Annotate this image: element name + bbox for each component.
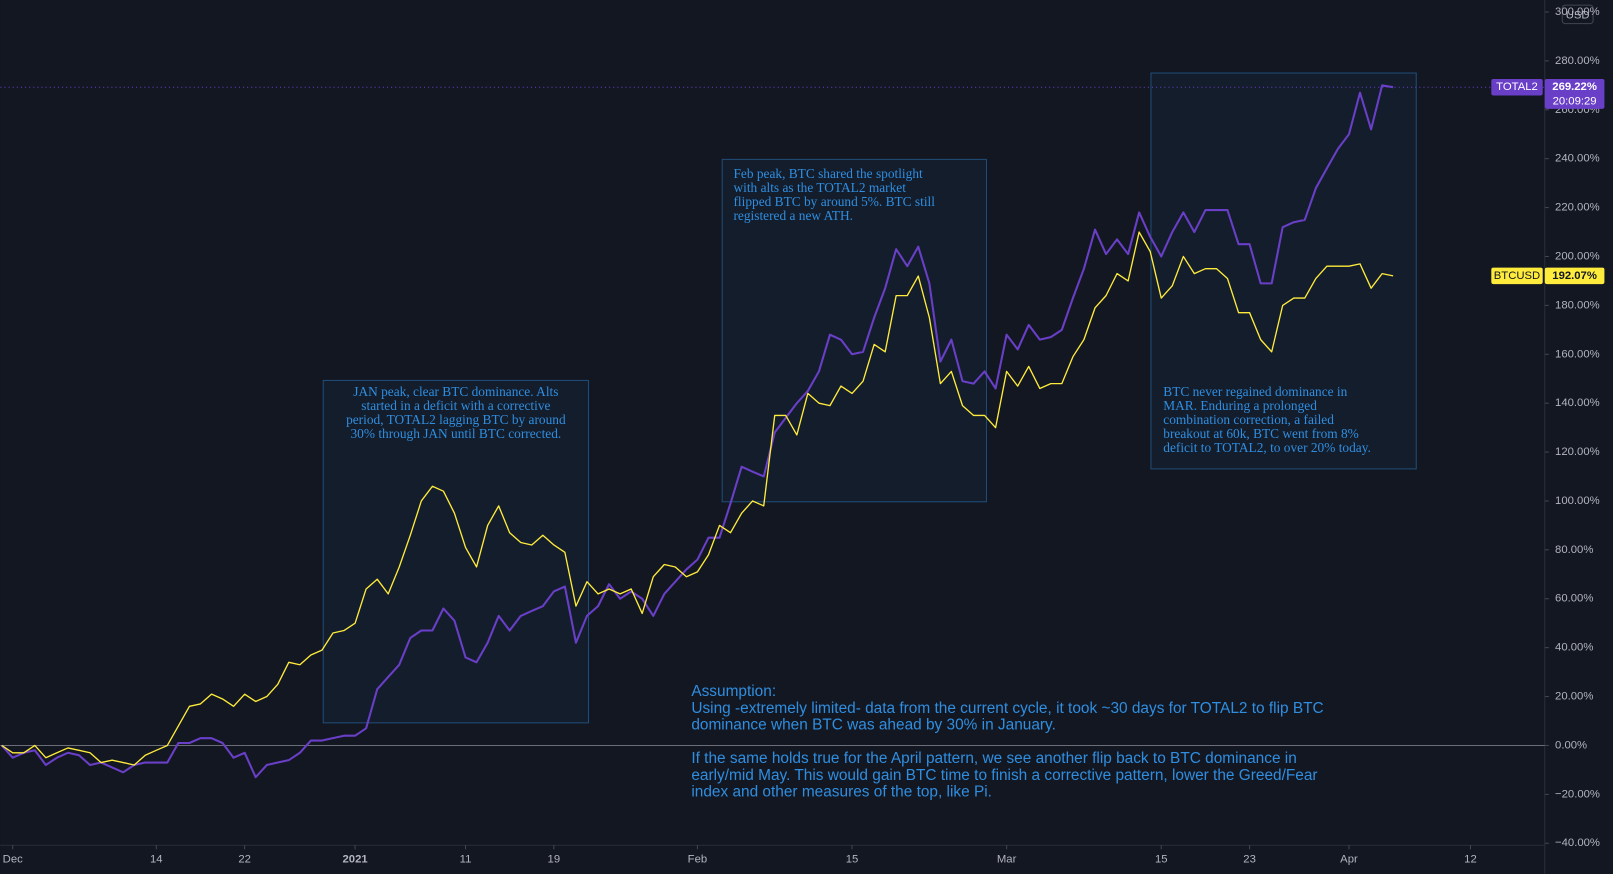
series-name-tag: [1491, 267, 1543, 285]
x-tick-label: 2021: [343, 854, 368, 866]
y-tick-label: 180.00%: [1555, 299, 1600, 311]
series-line: [0, 84, 1394, 779]
y-tick-label: 40.00%: [1555, 642, 1593, 654]
annotation-text: breakout at 60k, BTC went from 8%: [1163, 426, 1359, 441]
x-tick-label: Apr: [1340, 854, 1358, 866]
note-text: dominance when BTC was ahead by 30% in J…: [691, 717, 1056, 734]
currency: USD: [1566, 9, 1590, 21]
annotation-text: period, TOTAL2 lagging BTC by around: [346, 412, 566, 427]
y-tick-label: 300.00%: [1555, 6, 1600, 18]
x-tick-label: 22: [238, 854, 251, 866]
x-tick-label: 15: [846, 854, 859, 866]
series-name: BTCUSD: [1494, 270, 1540, 282]
annotation-box: [721, 158, 987, 503]
x-tick-label: 14: [150, 854, 163, 866]
annotation-box: [322, 379, 590, 724]
annotation-text: combination correction, a failed: [1163, 412, 1334, 427]
x-tick-label: 19: [548, 854, 561, 866]
annotation-text: flipped BTC by around 5%. BTC still: [733, 194, 935, 209]
annotation-text: with alts as the TOTAL2 market: [733, 180, 906, 195]
note-text: index and other measures of the top, lik…: [691, 784, 992, 801]
x-tick-label: 12: [1464, 854, 1477, 866]
annotation-text: JAN peak, clear BTC dominance. Alts: [353, 384, 558, 399]
currency-box[interactable]: [1561, 4, 1594, 25]
note-text: early/mid May. This would gain BTC time …: [691, 767, 1317, 784]
y-tick-label: 160.00%: [1555, 348, 1600, 360]
y-tick-label: 20.00%: [1555, 691, 1593, 703]
countdown: 20:09:29: [1553, 96, 1597, 108]
series-name-tag: [1491, 79, 1543, 96]
y-tick-label: 60.00%: [1555, 593, 1593, 605]
x-tick-label: 15: [1155, 854, 1168, 866]
x-tick-label: Mar: [997, 854, 1017, 866]
annotation-text: MAR. Enduring a prolonged: [1163, 398, 1317, 413]
series-line: [1, 231, 1394, 766]
note-text: Using -extremely limited- data from the …: [691, 700, 1323, 717]
annotation-text: 30% through JAN until BTC corrected.: [350, 426, 561, 441]
y-tick-label: 80.00%: [1555, 544, 1593, 556]
last-value-tag: [1544, 267, 1605, 285]
series-name: TOTAL2: [1496, 81, 1538, 93]
y-tick-label: 280.00%: [1555, 55, 1600, 67]
last-value-label: 192.07%: [1552, 270, 1597, 282]
annotation-text: BTC never regained dominance in: [1163, 384, 1347, 399]
y-tick-label: 120.00%: [1555, 446, 1600, 458]
y-tick-label: 200.00%: [1555, 250, 1600, 262]
y-tick-label: −20.00%: [1555, 788, 1600, 800]
note-text: Assumption:: [691, 683, 776, 700]
annotation-box: [1150, 72, 1417, 470]
x-tick-label: Feb: [688, 854, 707, 866]
annotation-text: deficit to TOTAL2, to over 20% today.: [1163, 440, 1371, 455]
note-text: If the same holds true for the April pat…: [691, 750, 1296, 767]
y-tick-label: 220.00%: [1555, 202, 1600, 214]
y-tick-label: 100.00%: [1555, 495, 1600, 507]
y-tick-label: −40.00%: [1555, 837, 1600, 849]
last-value-tag: [1544, 79, 1605, 109]
y-tick-label: 140.00%: [1555, 397, 1600, 409]
y-tick-label: 0.00%: [1555, 739, 1587, 751]
annotation-text: registered a new ATH.: [733, 208, 852, 223]
annotation-text: Feb peak, BTC shared the spotlight: [733, 166, 923, 181]
last-value-label: 269.22%: [1552, 81, 1597, 93]
annotation-text: started in a deficit with a corrective: [361, 398, 550, 413]
x-tick-label: 11: [460, 854, 472, 866]
y-tick-label: 240.00%: [1555, 153, 1600, 165]
x-tick-label: 23: [1243, 854, 1256, 866]
x-tick-label: Dec: [3, 854, 23, 866]
